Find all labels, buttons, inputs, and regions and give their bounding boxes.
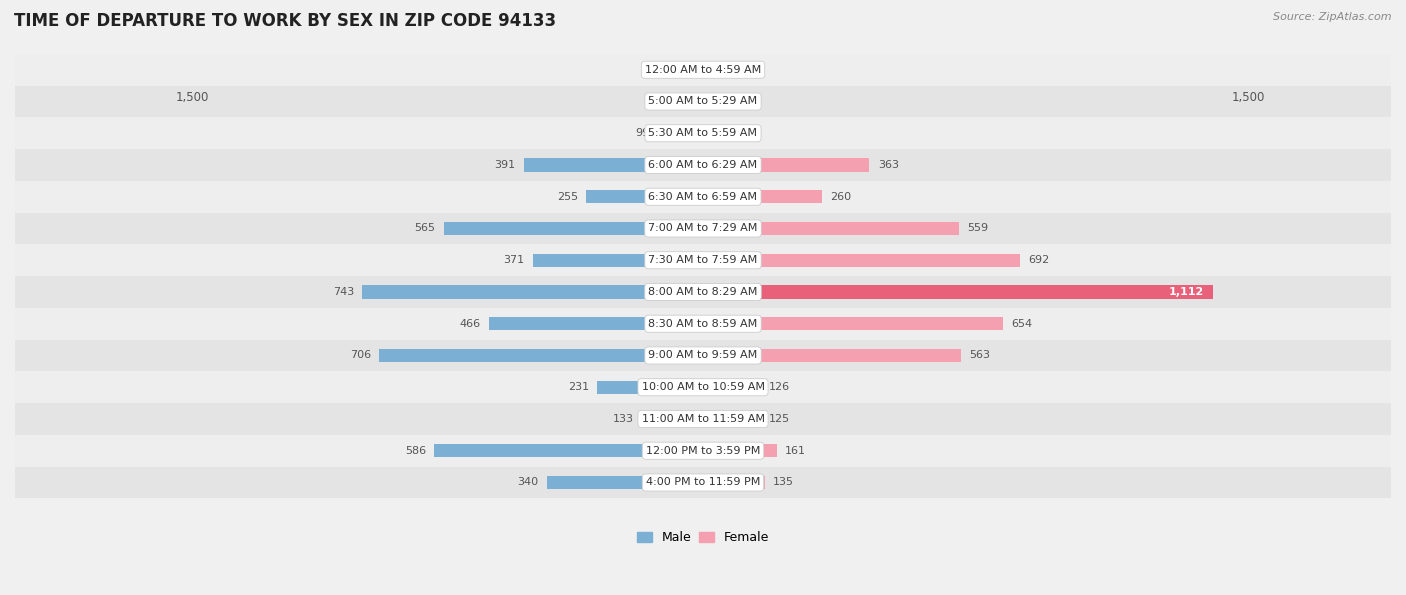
Bar <box>703 63 735 76</box>
Bar <box>15 149 1391 181</box>
Text: 125: 125 <box>769 414 790 424</box>
Bar <box>703 253 1021 267</box>
Text: 99: 99 <box>636 129 650 138</box>
Text: 7:30 AM to 7:59 AM: 7:30 AM to 7:59 AM <box>648 255 758 265</box>
Text: 4:00 PM to 11:59 PM: 4:00 PM to 11:59 PM <box>645 477 761 487</box>
Text: 1,112: 1,112 <box>1168 287 1204 297</box>
Bar <box>15 86 1391 117</box>
Text: 586: 586 <box>405 446 426 456</box>
Bar <box>586 190 703 203</box>
Bar <box>15 308 1391 340</box>
Bar <box>703 317 1002 330</box>
Bar <box>380 349 703 362</box>
Text: 88: 88 <box>640 65 654 75</box>
Bar <box>15 466 1391 499</box>
Text: Source: ZipAtlas.com: Source: ZipAtlas.com <box>1274 12 1392 22</box>
Text: 8:30 AM to 8:59 AM: 8:30 AM to 8:59 AM <box>648 319 758 328</box>
Text: 6:30 AM to 6:59 AM: 6:30 AM to 6:59 AM <box>648 192 758 202</box>
Text: 565: 565 <box>415 224 436 233</box>
Text: 36: 36 <box>728 129 742 138</box>
Text: 12:00 AM to 4:59 AM: 12:00 AM to 4:59 AM <box>645 65 761 75</box>
Text: 260: 260 <box>831 192 852 202</box>
Text: 1,500: 1,500 <box>1232 91 1265 104</box>
Text: 0: 0 <box>711 96 718 107</box>
Text: 135: 135 <box>773 477 794 487</box>
Bar <box>15 181 1391 212</box>
Text: 559: 559 <box>967 224 988 233</box>
Bar <box>703 190 823 203</box>
Text: 743: 743 <box>333 287 354 297</box>
Bar <box>689 95 703 108</box>
Text: 31: 31 <box>666 96 681 107</box>
Bar <box>703 158 869 172</box>
Text: TIME OF DEPARTURE TO WORK BY SEX IN ZIP CODE 94133: TIME OF DEPARTURE TO WORK BY SEX IN ZIP … <box>14 12 557 30</box>
Text: 363: 363 <box>877 160 898 170</box>
Text: 340: 340 <box>517 477 538 487</box>
Text: 8:00 AM to 8:29 AM: 8:00 AM to 8:29 AM <box>648 287 758 297</box>
Bar <box>15 435 1391 466</box>
Bar <box>15 54 1391 86</box>
Bar <box>703 476 765 489</box>
Text: 10:00 AM to 10:59 AM: 10:00 AM to 10:59 AM <box>641 382 765 392</box>
Bar <box>523 158 703 172</box>
Bar <box>15 212 1391 245</box>
Bar <box>703 222 959 235</box>
Bar <box>703 444 778 458</box>
Bar <box>434 444 703 458</box>
Bar <box>662 63 703 76</box>
Text: 7:00 AM to 7:29 AM: 7:00 AM to 7:29 AM <box>648 224 758 233</box>
Text: 654: 654 <box>1011 319 1032 328</box>
Text: 126: 126 <box>769 382 790 392</box>
Text: 255: 255 <box>557 192 578 202</box>
Bar <box>643 412 703 425</box>
Bar <box>703 286 1213 299</box>
Text: 1,500: 1,500 <box>176 91 209 104</box>
Bar <box>15 403 1391 435</box>
Bar <box>489 317 703 330</box>
Bar <box>444 222 703 235</box>
Text: 6:00 AM to 6:29 AM: 6:00 AM to 6:29 AM <box>648 160 758 170</box>
Text: 9:00 AM to 9:59 AM: 9:00 AM to 9:59 AM <box>648 350 758 361</box>
Bar <box>363 286 703 299</box>
Bar <box>703 349 962 362</box>
Bar <box>15 117 1391 149</box>
Bar <box>15 340 1391 371</box>
Legend: Male, Female: Male, Female <box>631 527 775 549</box>
Bar <box>15 371 1391 403</box>
Bar <box>598 381 703 394</box>
Text: 563: 563 <box>970 350 990 361</box>
Text: 133: 133 <box>613 414 634 424</box>
Text: 12:00 PM to 3:59 PM: 12:00 PM to 3:59 PM <box>645 446 761 456</box>
Text: 161: 161 <box>785 446 806 456</box>
Text: 5:30 AM to 5:59 AM: 5:30 AM to 5:59 AM <box>648 129 758 138</box>
Bar <box>15 276 1391 308</box>
Text: 692: 692 <box>1029 255 1050 265</box>
Bar <box>703 412 761 425</box>
Bar <box>15 245 1391 276</box>
Bar <box>703 381 761 394</box>
Bar <box>703 127 720 140</box>
Text: 71: 71 <box>744 65 758 75</box>
Text: 706: 706 <box>350 350 371 361</box>
Text: 391: 391 <box>495 160 516 170</box>
Text: 231: 231 <box>568 382 589 392</box>
Bar <box>533 253 703 267</box>
Text: 466: 466 <box>460 319 481 328</box>
Text: 5:00 AM to 5:29 AM: 5:00 AM to 5:29 AM <box>648 96 758 107</box>
Bar <box>547 476 703 489</box>
Text: 371: 371 <box>503 255 524 265</box>
Bar <box>658 127 703 140</box>
Text: 11:00 AM to 11:59 AM: 11:00 AM to 11:59 AM <box>641 414 765 424</box>
